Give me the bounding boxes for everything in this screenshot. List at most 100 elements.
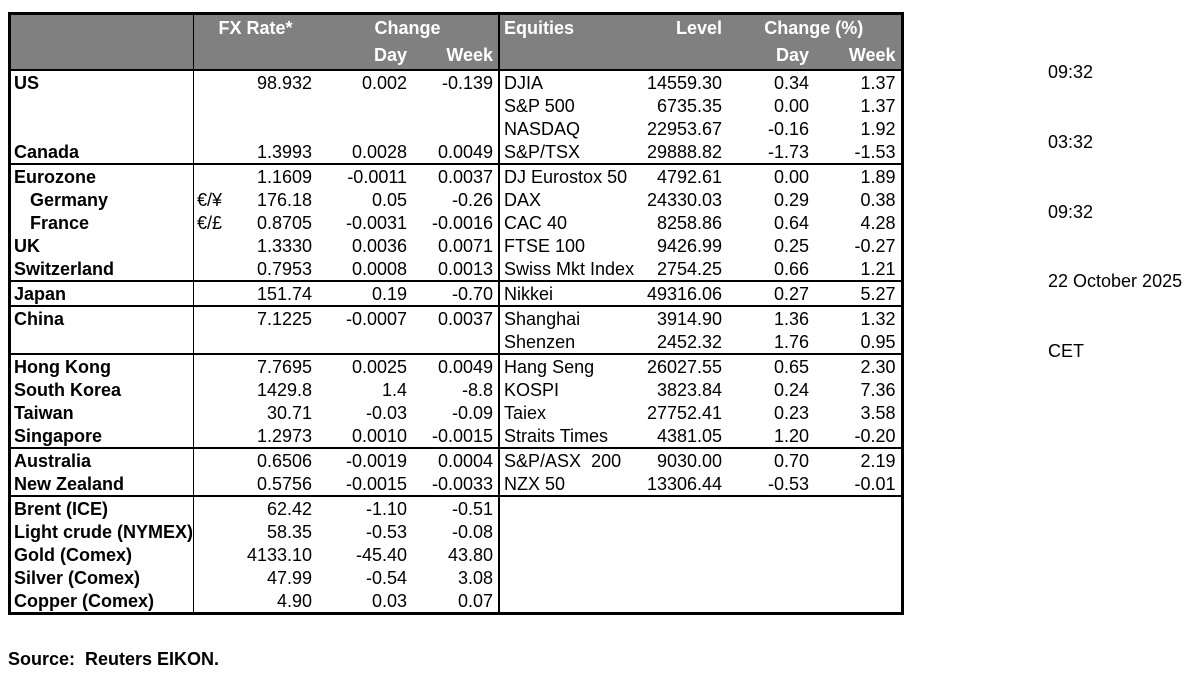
fx-week-change-cell: -0.70: [412, 280, 501, 306]
fx-name-cell: Australia: [9, 447, 194, 472]
europe-timestamp: 09:32: [1048, 201, 1094, 222]
fx-rate-cell: 98.932: [256, 72, 313, 93]
fx-pair-cell: [194, 140, 223, 164]
table-row: France €/£ 0.8705 -0.0031 -0.0016 CAC 40 8258.…: [9, 211, 903, 234]
equity-week-change-cell: [814, 495, 903, 520]
fx-name-cell: Singapore: [9, 424, 194, 448]
table-row: Silver (Comex) 47.99 -0.54 3.08: [9, 566, 903, 589]
equity-name-cell: NZX 50: [504, 473, 566, 494]
fx-rate-cell: 0.7953: [256, 258, 313, 279]
equity-name-cell: FTSE 100: [504, 235, 586, 256]
fx-week-change-cell: -0.09: [412, 401, 501, 424]
equity-day-change-cell: 0.70: [727, 447, 815, 472]
fx-rate-cell: [222, 330, 317, 354]
fx-week-change-cell: 0.0049: [412, 140, 501, 164]
equity-day-change-cell: 0.24: [773, 379, 810, 400]
equity-level-cell: 26027.55: [645, 353, 728, 378]
fx-name-cell: Hong Kong: [9, 353, 194, 378]
spacer-cell: [499, 42, 646, 71]
fx-day-change-cell: 0.19: [317, 280, 413, 306]
table-row: US 98.932 0.002 -0.139 DJIA 14559.30 0.34 1.37: [9, 70, 903, 94]
equity-day-change-cell: 0.34: [773, 72, 810, 93]
equities-week-header: Week: [814, 42, 903, 71]
equity-week-change-cell: 1.37: [860, 95, 896, 116]
equities-day-header: Day: [727, 42, 815, 71]
fx-day-change-cell: 0.0008: [351, 258, 408, 279]
equity-level-cell: 22953.67: [646, 118, 723, 139]
table-row: Germany €/¥ 176.18 0.05 -0.26 DAX 24330.03 0.29…: [9, 188, 903, 211]
fx-pair-cell: [194, 401, 223, 424]
fx-rate-cell: 1.1609: [222, 163, 318, 188]
equity-week-change-cell: [814, 566, 902, 589]
equity-level-cell: 8258.86: [656, 212, 723, 233]
equity-name-cell: Nikkei: [499, 280, 646, 306]
fx-day-change-cell: [317, 117, 412, 140]
equity-name-cell: Straits Times: [504, 425, 609, 446]
table-row: Shenzen 2452.32 1.76 0.95: [9, 330, 903, 354]
fx-week-change-cell: -0.139: [412, 70, 501, 94]
table-row: Australia 0.6506 -0.0019 0.0004 S&P/ASX 200 9…: [9, 447, 903, 472]
fx-pair-cell: [193, 353, 223, 378]
fx-rate-cell: 0.8705: [256, 212, 313, 233]
level-header: Level: [645, 13, 728, 42]
equity-day-change-cell: -0.53: [768, 473, 810, 494]
fx-day-change-cell: [317, 330, 412, 354]
table-row: Eurozone 1.1609 -0.0011 0.0037 DJ Eurostox 5…: [9, 163, 903, 188]
fx-name-cell: [9, 330, 194, 354]
fx-name-cell: Brent (ICE): [9, 495, 194, 520]
corner-cell: [9, 13, 194, 71]
equity-week-change-cell: 0.38: [860, 189, 896, 210]
footnotes: Source: Reuters EIKON. * FX Rate for USD…: [8, 602, 928, 676]
fx-week-change-cell: 0.0049: [412, 353, 501, 378]
fx-pair-cell: [194, 70, 223, 94]
table-row: China 7.1225 -0.0007 0.0037 Shanghai 3914.90 1…: [9, 305, 903, 330]
fx-name-cell: South Korea: [9, 378, 194, 401]
fx-rate-cell: 30.71: [266, 402, 313, 423]
fx-rate-cell: 1.2973: [256, 425, 313, 446]
fx-pair-cell: [194, 257, 223, 281]
equity-name-cell: KOSPI: [504, 379, 560, 400]
fx-name-cell: Silver (Comex): [9, 566, 194, 589]
fx-rate-cell: 1429.8: [256, 379, 313, 400]
equity-week-change-cell: 5.27: [814, 280, 903, 306]
fx-pair-cell: [194, 472, 223, 496]
equity-day-change-cell: -1.73: [768, 141, 810, 162]
table-row: South Korea 1429.8 1.4 -8.8 KOSPI 3823.84 0.24…: [9, 378, 903, 401]
equity-day-change-cell: 0.23: [773, 402, 810, 423]
equity-week-change-cell: 1.89: [814, 163, 903, 188]
table-row: Singapore 1.2973 0.0010 -0.0015 Straits Time…: [9, 424, 903, 448]
equity-name-cell: [499, 520, 645, 543]
fx-day-change-cell: 0.05: [371, 189, 408, 210]
fx-day-change-cell: 0.0010: [351, 425, 408, 446]
fx-week-change-cell: [412, 94, 501, 117]
equity-name-cell: [499, 566, 645, 589]
fx-week-change-cell: -0.26: [412, 188, 501, 211]
fx-day-header: Day: [317, 42, 413, 71]
fx-name-cell: [9, 94, 194, 117]
fx-pair-cell: [194, 94, 223, 117]
fx-name-cell: UK: [9, 234, 194, 257]
equity-name-cell: S&P/ASX 200: [499, 447, 646, 472]
fx-day-change-cell: -0.0015: [345, 473, 408, 494]
equity-level-cell: 13306.44: [646, 473, 723, 494]
equity-level-cell: 3823.84: [656, 379, 723, 400]
fx-timestamp: 09:32: [1048, 62, 1094, 83]
equity-week-change-cell: 1.32: [814, 305, 903, 330]
fx-day-change-cell: 0.002: [361, 72, 408, 93]
fx-name-cell: Germany: [9, 188, 194, 211]
equity-name-cell: DJIA: [504, 72, 544, 93]
fx-name-cell: Switzerland: [9, 257, 194, 281]
equity-level-cell: 49316.06: [645, 280, 728, 306]
equity-week-change-cell: 1.21: [860, 258, 896, 279]
fx-pair-cell: €/¥: [197, 189, 223, 210]
fx-week-change-cell: 0.0071: [412, 234, 501, 257]
equity-week-change-cell: 4.28: [860, 212, 896, 233]
spacer-cell: [645, 42, 728, 71]
fx-rate-cell: 58.35: [266, 521, 313, 542]
fx-day-change-cell: 0.03: [371, 590, 408, 611]
table-row: Canada 1.3993 0.0028 0.0049 S&P/TSX 29888.82 -…: [9, 140, 903, 164]
equity-day-change-cell: 1.76: [773, 331, 810, 352]
table-header: FX Rate* Change Equities Level Change (%…: [9, 13, 903, 71]
fx-rate-cell: 151.74: [222, 280, 318, 306]
fx-pair-cell: [194, 520, 223, 543]
